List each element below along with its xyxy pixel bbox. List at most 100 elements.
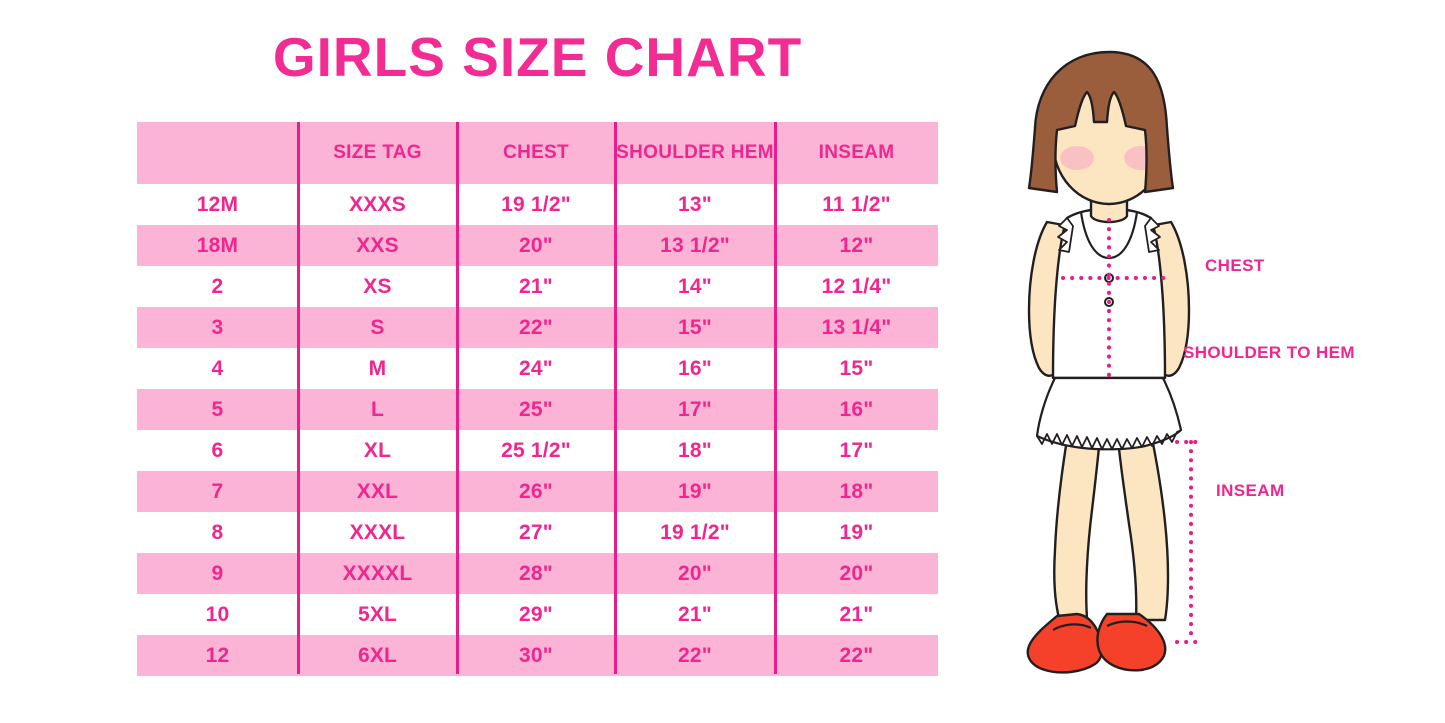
legs-group: [1053, 400, 1170, 622]
cell-chest: 24": [457, 348, 615, 389]
cell-chest: 19 1/2": [457, 184, 615, 225]
cell-size-tag: L: [298, 389, 457, 430]
cell-inseam: 21": [775, 594, 938, 635]
cell-size-tag: XS: [298, 266, 457, 307]
cell-size-tag: 5XL: [298, 594, 457, 635]
column-header-size: [137, 122, 298, 184]
cell-chest: 27": [457, 512, 615, 553]
cell-inseam: 19": [775, 512, 938, 553]
cell-shoulder-hem: 20": [615, 553, 775, 594]
table-row: 12 6XL 30" 22" 22": [137, 635, 938, 676]
cell-size-tag: 6XL: [298, 635, 457, 676]
table-header-row: SIZE TAG CHEST SHOULDER HEM INSEAM: [137, 122, 938, 184]
cell-size: 12M: [137, 184, 298, 225]
right-leg: [1113, 400, 1170, 622]
table-row: 5 L 25" 17" 16": [137, 389, 938, 430]
cell-inseam: 22": [775, 635, 938, 676]
cell-size: 4: [137, 348, 298, 389]
blouse-right-ruffle: [1144, 217, 1161, 253]
cell-size: 12: [137, 635, 298, 676]
right-shoe-strap: [1106, 620, 1148, 627]
cell-size: 2: [137, 266, 298, 307]
shoes-group: [1026, 612, 1167, 674]
cell-size: 9: [137, 553, 298, 594]
blouse-left-ruffle: [1057, 217, 1074, 253]
skirt-group: [1035, 376, 1183, 451]
cell-chest: 25": [457, 389, 615, 430]
cell-size-tag: XXS: [298, 225, 457, 266]
girl-figure-illustration: [1026, 50, 1203, 674]
left-shoe-strap: [1052, 623, 1092, 631]
cell-size: 8: [137, 512, 298, 553]
cell-size: 6: [137, 430, 298, 471]
cell-chest: 29": [457, 594, 615, 635]
cell-chest: 26": [457, 471, 615, 512]
table-row: 18M XXS 20" 13 1/2" 12": [137, 225, 938, 266]
cell-inseam: 18": [775, 471, 938, 512]
skirt-ruffle-edge: [1036, 429, 1182, 450]
cell-inseam: 13 1/4": [775, 307, 938, 348]
cell-shoulder-hem: 22": [615, 635, 775, 676]
skirt-body: [1035, 376, 1183, 451]
cell-shoulder-hem: 14": [615, 266, 775, 307]
left-shoe: [1026, 612, 1104, 674]
blush-left-cheek: [1060, 146, 1094, 170]
table-row: 6 XL 25 1/2" 18" 17": [137, 430, 938, 471]
cell-size-tag: XXXXL: [298, 553, 457, 594]
cell-chest: 30": [457, 635, 615, 676]
cell-size: 5: [137, 389, 298, 430]
cell-size-tag: M: [298, 348, 457, 389]
cell-shoulder-hem: 18": [615, 430, 775, 471]
cell-chest: 25 1/2": [457, 430, 615, 471]
cell-size: 3: [137, 307, 298, 348]
cell-shoulder-hem: 16": [615, 348, 775, 389]
hair: [1027, 50, 1175, 194]
table-row: 4 M 24" 16" 15": [137, 348, 938, 389]
cell-shoulder-hem: 13": [615, 184, 775, 225]
cell-inseam: 11 1/2": [775, 184, 938, 225]
cell-shoulder-hem: 21": [615, 594, 775, 635]
cell-shoulder-hem: 17": [615, 389, 775, 430]
cell-size-tag: XL: [298, 430, 457, 471]
cell-shoulder-hem: 19": [615, 471, 775, 512]
cell-size-tag: XXXL: [298, 512, 457, 553]
table-header: SIZE TAG CHEST SHOULDER HEM INSEAM: [137, 122, 938, 184]
cell-inseam: 12 1/4": [775, 266, 938, 307]
cell-chest: 20": [457, 225, 615, 266]
table-row: 10 5XL 29" 21" 21": [137, 594, 938, 635]
cell-chest: 28": [457, 553, 615, 594]
cell-inseam: 16": [775, 389, 938, 430]
column-header-inseam: INSEAM: [775, 122, 938, 184]
measurement-label-chest: CHEST: [1205, 256, 1265, 275]
cell-shoulder-hem: 13 1/2": [615, 225, 775, 266]
cell-chest: 21": [457, 266, 615, 307]
cell-size: 10: [137, 594, 298, 635]
table-row: 9 XXXXL 28" 20" 20": [137, 553, 938, 594]
table-body: 12M XXXS 19 1/2" 13" 11 1/2" 18M XXS 20" 13 1/2"…: [137, 184, 938, 676]
cell-chest: 22": [457, 307, 615, 348]
cell-size-tag: XXXS: [298, 184, 457, 225]
table-row: 2 XS 21" 14" 12 1/4": [137, 266, 938, 307]
column-header-size-tag: SIZE TAG: [298, 122, 457, 184]
column-header-shoulder-hem: SHOULDER HEM: [615, 122, 775, 184]
cell-size-tag: XXL: [298, 471, 457, 512]
cell-inseam: 20": [775, 553, 938, 594]
cell-size-tag: S: [298, 307, 457, 348]
cell-shoulder-hem: 19 1/2": [615, 512, 775, 553]
cell-size: 18M: [137, 225, 298, 266]
size-chart-table: SIZE TAG CHEST SHOULDER HEM INSEAM 12M XX…: [137, 122, 938, 676]
table-row: 7 XXL 26" 19" 18": [137, 471, 938, 512]
table-row: 12M XXXS 19 1/2" 13" 11 1/2": [137, 184, 938, 225]
table-row: 8 XXXL 27" 19 1/2" 19": [137, 512, 938, 553]
cell-size: 7: [137, 471, 298, 512]
cell-shoulder-hem: 15": [615, 307, 775, 348]
page-title: GIRLS SIZE CHART: [272, 26, 803, 88]
table-row: 3 S 22" 15" 13 1/4": [137, 307, 938, 348]
cell-inseam: 12": [775, 225, 938, 266]
right-shoe: [1096, 612, 1167, 672]
measurement-label-inseam: INSEAM: [1216, 481, 1285, 500]
cell-inseam: 15": [775, 348, 938, 389]
measurement-guides: [1061, 218, 1203, 644]
measurement-label-shoulder-to-hem: SHOULDER TO HEM: [1183, 343, 1355, 362]
